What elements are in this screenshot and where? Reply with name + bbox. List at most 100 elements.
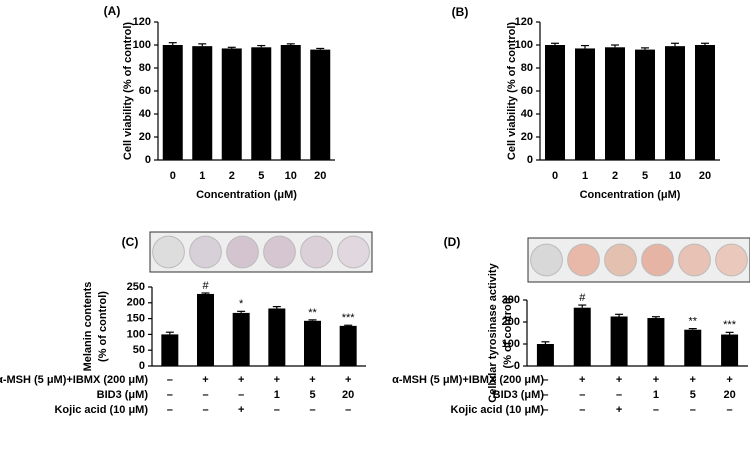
y-tick-label: 0	[139, 360, 145, 372]
condition-value: –	[345, 404, 351, 416]
x-tick-label: 1	[582, 170, 588, 182]
condition-value: 1	[274, 389, 280, 401]
well	[641, 243, 674, 277]
condition-value: –	[579, 389, 585, 401]
condition-value: 5	[309, 389, 315, 401]
x-tick-label: 0	[552, 170, 558, 182]
significance-mark: ***	[342, 312, 356, 324]
y-tick-label: 100	[133, 39, 151, 51]
well	[152, 235, 185, 269]
condition-value: +	[690, 374, 696, 386]
y-axis-label: Cell viability (% of control)	[506, 22, 518, 160]
bar	[665, 46, 685, 160]
bar	[536, 344, 554, 366]
condition-value: –	[690, 404, 696, 416]
condition-value: –	[202, 389, 208, 401]
condition-value: –	[238, 389, 244, 401]
condition-value: –	[542, 389, 548, 401]
y-tick-label: 0	[145, 154, 151, 166]
significance-mark: **	[308, 307, 317, 319]
well	[300, 235, 333, 269]
x-tick-label: 0	[170, 170, 176, 182]
condition-value: 1	[653, 389, 659, 401]
significance-mark: ***	[723, 319, 737, 331]
well	[678, 243, 711, 277]
condition-label: α-MSH (5 μM)+IBMX (200 μM)	[0, 374, 148, 386]
panel-title: (C)	[122, 235, 139, 249]
x-tick-label: 10	[285, 170, 297, 182]
panel-title: (B)	[452, 5, 469, 19]
condition-value: –	[653, 404, 659, 416]
bar	[251, 47, 272, 160]
x-tick-label: 5	[642, 170, 648, 182]
bar	[635, 49, 655, 160]
bar	[695, 45, 715, 160]
y-tick-label: 50	[133, 344, 145, 356]
bar	[232, 312, 250, 366]
condition-value: +	[238, 404, 244, 416]
y-axis-label: Cellular tyrosinase activity	[487, 262, 499, 402]
bar	[684, 329, 702, 366]
condition-value: +	[579, 374, 585, 386]
significance-mark: *	[239, 298, 244, 310]
y-tick-label: 120	[133, 16, 151, 28]
bar	[721, 334, 739, 366]
significance-mark: #	[579, 292, 586, 304]
bar	[192, 46, 213, 160]
y-axis-label: (% of control)	[97, 291, 109, 362]
condition-value: 5	[690, 389, 696, 401]
y-tick-label: 60	[521, 85, 533, 97]
y-tick-label: 20	[521, 131, 533, 143]
condition-value: –	[727, 404, 733, 416]
condition-value: +	[726, 374, 732, 386]
condition-label: Kojic acid (10 μM)	[54, 404, 148, 416]
y-axis-label: Cell viability (% of control)	[122, 22, 134, 160]
bar	[339, 325, 357, 366]
y-tick-label: 100	[127, 328, 145, 340]
condition-value: –	[202, 404, 208, 416]
x-tick-label: 20	[699, 170, 711, 182]
condition-value: –	[167, 404, 173, 416]
condition-value: –	[579, 404, 585, 416]
condition-value: –	[542, 374, 548, 386]
well-plate-image	[527, 237, 750, 283]
y-tick-label: 200	[502, 316, 520, 328]
y-axis-label: (% of control)	[502, 297, 514, 368]
y-tick-label: 80	[521, 62, 533, 74]
x-axis-label: Concentration (μM)	[196, 189, 297, 201]
well	[715, 243, 748, 277]
y-tick-label: 0	[514, 360, 520, 372]
x-tick-label: 1	[199, 170, 205, 182]
well	[337, 235, 370, 269]
condition-value: –	[167, 374, 173, 386]
condition-label: BID3 (μM)	[493, 389, 545, 401]
condition-label: BID3 (μM)	[97, 389, 149, 401]
y-tick-label: 20	[139, 131, 151, 143]
condition-value: 20	[342, 389, 354, 401]
well	[189, 235, 222, 269]
y-tick-label: 40	[139, 108, 151, 120]
y-tick-label: 60	[139, 85, 151, 97]
well-plate-image	[149, 231, 373, 273]
well	[604, 243, 637, 277]
significance-mark: #	[202, 280, 209, 292]
condition-value: –	[274, 404, 280, 416]
bar	[605, 47, 625, 160]
panel-title: (A)	[104, 4, 121, 18]
y-tick-label: 300	[502, 294, 520, 306]
x-axis-label: Concentration (μM)	[580, 189, 681, 201]
x-tick-label: 2	[229, 170, 235, 182]
well	[263, 235, 296, 269]
y-axis-label: Melanin contents	[82, 282, 94, 372]
significance-mark: **	[688, 316, 697, 328]
x-tick-label: 20	[314, 170, 326, 182]
condition-value: –	[542, 404, 548, 416]
y-tick-label: 0	[527, 154, 533, 166]
bar	[610, 316, 628, 366]
panel-title: (D)	[444, 235, 461, 249]
bar	[221, 48, 242, 161]
well	[567, 243, 600, 277]
y-tick-label: 250	[127, 281, 145, 293]
bar	[197, 293, 214, 366]
